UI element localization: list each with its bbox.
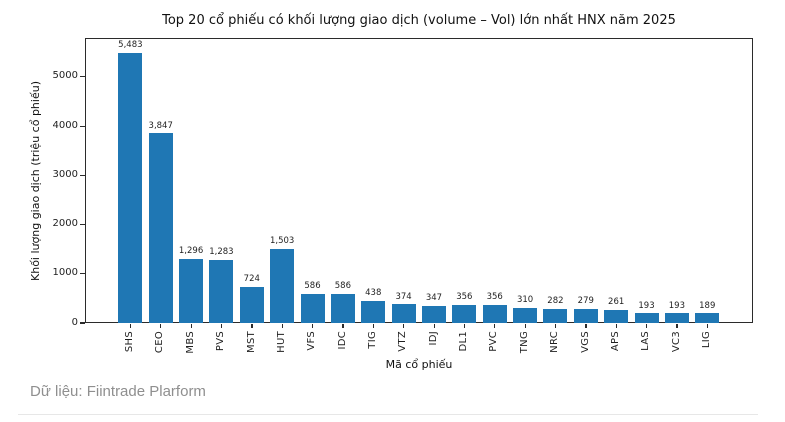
bar-value-label: 1,503 xyxy=(269,236,295,247)
x-tick-mark xyxy=(494,323,496,328)
bar xyxy=(179,259,204,323)
x-category-label: TNG xyxy=(518,331,530,354)
plot-area: 5,483 3,847 1,296 1,283 724 1,503 586 586 438 374… xyxy=(85,38,753,323)
bar xyxy=(634,313,659,323)
x-axis-label: Mã cổ phiếu xyxy=(385,358,453,371)
x-category-label: LIG xyxy=(700,331,712,349)
y-tick-label: 1000 xyxy=(52,267,78,279)
source-caption: Dữ liệu: Fiintrade Plarform xyxy=(30,383,206,400)
x-category-label: VTZ xyxy=(397,331,409,352)
x-tick-mark xyxy=(463,323,466,328)
x-category-label: MST xyxy=(245,331,257,353)
bar-value-label: 261 xyxy=(608,297,625,308)
x-tick-mark xyxy=(585,323,587,328)
bar-value-label: 282 xyxy=(547,296,564,307)
y-tick-mark xyxy=(80,76,85,78)
bar-value-label: 724 xyxy=(243,274,260,285)
bar-value-label: 1,283 xyxy=(209,246,234,257)
bar xyxy=(513,307,538,323)
y-tick-mark xyxy=(80,322,85,324)
x-tick-mark xyxy=(615,323,617,328)
y-tick-label: 4000 xyxy=(52,119,78,131)
x-category-label: PVC xyxy=(488,331,500,352)
bar xyxy=(604,309,629,323)
y-tick-label: 2000 xyxy=(52,218,78,230)
x-tick-mark xyxy=(524,323,526,328)
x-category-label: MBS xyxy=(184,331,196,354)
y-tick-mark xyxy=(80,273,85,275)
y-tick-label: 3000 xyxy=(52,168,78,180)
y-tick-mark xyxy=(80,125,85,127)
y-tick-label: 0 xyxy=(71,316,78,328)
x-category-label: VFS xyxy=(306,331,318,351)
x-category-label: IDJ xyxy=(427,331,439,346)
bar-value-label: 374 xyxy=(395,291,412,302)
bar xyxy=(573,309,598,323)
x-tick-mark xyxy=(129,323,132,328)
y-axis-label: Khối lượng giao dịch (triệu cổ phiếu) xyxy=(28,80,42,281)
bar-value-label: 310 xyxy=(516,294,534,305)
bar-value-label: 586 xyxy=(304,281,321,292)
x-category-label: IDC xyxy=(336,331,348,350)
y-tick-mark xyxy=(80,223,85,226)
y-tick-label: 5000 xyxy=(52,70,78,82)
bar-value-label: 193 xyxy=(668,300,685,311)
bar xyxy=(239,287,264,323)
bar xyxy=(695,313,720,323)
x-tick-mark xyxy=(160,323,162,328)
footer-divider xyxy=(18,414,758,415)
x-tick-mark xyxy=(221,323,223,328)
x-tick-mark xyxy=(372,323,375,328)
bar-value-label: 189 xyxy=(699,300,716,311)
bar xyxy=(664,313,689,323)
x-category-label: APS xyxy=(609,331,621,352)
bar xyxy=(270,248,295,323)
x-category-label: PVS xyxy=(215,331,227,352)
bar-value-label: 356 xyxy=(486,292,503,303)
bar-value-label: 3,847 xyxy=(148,120,173,131)
bar xyxy=(148,133,173,323)
x-category-label: SHS xyxy=(124,331,136,353)
bar-value-label: 586 xyxy=(334,281,351,292)
bar xyxy=(421,305,446,323)
bar-value-label: 193 xyxy=(638,300,655,311)
x-category-label: TIG xyxy=(366,331,378,349)
bar-value-label: 279 xyxy=(577,296,594,307)
y-tick-mark xyxy=(80,174,85,176)
bar-value-label: 438 xyxy=(365,288,382,299)
x-tick-mark xyxy=(251,323,253,328)
x-category-label: DL1 xyxy=(458,331,470,352)
bar xyxy=(361,301,386,323)
bar xyxy=(330,293,355,323)
x-category-label: VGS xyxy=(579,331,591,353)
x-category-label: CEO xyxy=(154,331,166,354)
bar xyxy=(300,293,325,323)
x-tick-mark xyxy=(403,323,405,328)
chart-title: Top 20 cổ phiếu có khối lượng giao dịch … xyxy=(162,13,676,28)
x-category-label: NRC xyxy=(549,331,561,353)
x-category-label: VC3 xyxy=(670,331,682,353)
x-tick-mark xyxy=(433,323,435,328)
bar xyxy=(118,52,143,323)
x-tick-mark xyxy=(281,323,283,328)
bar xyxy=(209,259,234,323)
x-tick-mark xyxy=(676,323,678,328)
x-category-label: LAS xyxy=(640,331,652,351)
bar xyxy=(482,305,507,323)
x-tick-mark xyxy=(312,323,314,328)
x-tick-mark xyxy=(555,323,557,328)
bar-value-label: 1,296 xyxy=(178,246,204,257)
bar-value-label: 356 xyxy=(456,292,473,303)
x-tick-mark xyxy=(342,323,344,328)
bar-value-label: 347 xyxy=(425,292,443,303)
x-category-label: HUT xyxy=(275,331,287,353)
x-tick-mark xyxy=(706,323,709,328)
bar-value-label: 5,483 xyxy=(118,40,143,51)
bar xyxy=(543,308,568,323)
x-tick-mark xyxy=(646,323,648,328)
x-tick-mark xyxy=(190,323,192,328)
bar xyxy=(391,304,416,323)
bar xyxy=(452,305,477,323)
